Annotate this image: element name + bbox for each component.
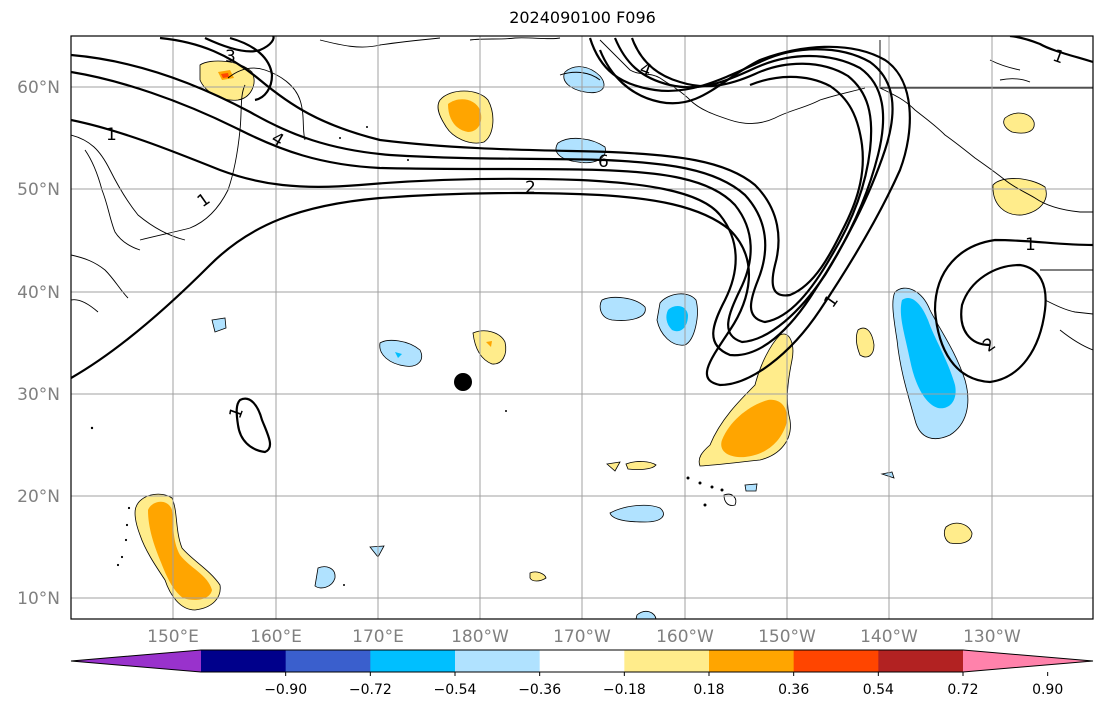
colorbar-segment (878, 650, 964, 672)
coastlines (71, 37, 1093, 351)
lon-label: 170°E (352, 627, 404, 647)
colorbar-segment (709, 650, 795, 672)
contour-label: 1 (106, 125, 117, 145)
lon-label: 160°E (250, 627, 302, 647)
colorbar-segment (285, 650, 371, 672)
negative-anomaly-shading (211, 66, 969, 619)
colorbar: −0.90 −0.72 −0.54 −0.36 −0.18 0.18 0.36 0.54 0.7… (70, 649, 1094, 698)
colorbar-segment (539, 650, 625, 672)
colorbar-segment (793, 650, 879, 672)
colorbar-segment (624, 650, 710, 672)
colorbar-tick-label: 0.18 (693, 682, 724, 698)
colorbar-tick-label: 0.36 (778, 682, 809, 698)
positive-anomaly-shading (134, 60, 1047, 611)
contour-label: 6 (598, 152, 609, 172)
hawaii-big-island (723, 493, 737, 506)
longitude-labels: 150°E 160°E 170°E 180°W 170°W 160°W 150°… (147, 627, 1021, 647)
colorbar-tick-label: −0.72 (349, 682, 392, 698)
colorbar-tick-label: −0.90 (264, 682, 307, 698)
lat-label: 10°N (17, 589, 60, 609)
lon-label: 160°W (656, 627, 714, 647)
contour-lines (71, 36, 1093, 454)
colorbar-extend-min (71, 650, 201, 672)
colorbar-outline (70, 649, 1094, 673)
colorbar-tick-label: −0.36 (518, 682, 561, 698)
colorbar-segment (370, 650, 456, 672)
contour-label: 1 (1025, 235, 1036, 255)
contour-label: 3 (225, 47, 236, 67)
lon-label: 180°W (451, 627, 509, 647)
colorbar-tick-label: −0.18 (603, 682, 646, 698)
lat-label: 20°N (17, 487, 60, 507)
colorbar-tick-label: 0.72 (947, 682, 978, 698)
colorbar-segment (455, 650, 541, 672)
lat-label: 40°N (17, 283, 60, 303)
lon-label: 150°E (147, 627, 199, 647)
colorbar-tick-label: 0.54 (863, 682, 894, 698)
storm-center-marker (454, 373, 472, 391)
lon-label: 140°W (860, 627, 918, 647)
colorbar-extend-max (963, 650, 1093, 672)
lon-label: 170°W (553, 627, 611, 647)
lat-label: 30°N (17, 385, 60, 405)
lat-label: 60°N (17, 78, 60, 98)
lat-label: 50°N (17, 180, 60, 200)
colorbar-tick-label: −0.54 (434, 682, 477, 698)
graticule (71, 36, 1093, 619)
islands (90, 126, 724, 586)
contour-label: 2 (525, 178, 536, 198)
map-title: 2024090100 F096 (509, 8, 656, 27)
colorbar-tick-label: 0.90 (1032, 682, 1063, 698)
plot-frame (70, 35, 1094, 620)
colorbar-segment (201, 650, 287, 672)
latitude-labels: 60°N 50°N 40°N 30°N 20°N 10°N (17, 78, 60, 609)
lon-label: 130°W (963, 627, 1021, 647)
lon-label: 150°W (758, 627, 816, 647)
